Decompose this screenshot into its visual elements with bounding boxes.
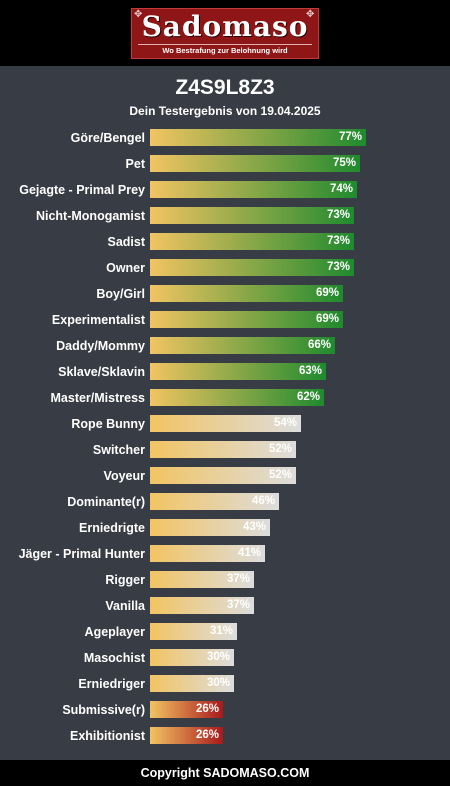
category-label: Submissive(r) bbox=[62, 703, 145, 717]
category-label: Master/Mistress bbox=[50, 391, 146, 405]
category-label: Vanilla bbox=[105, 599, 145, 613]
bar-value-label: 75% bbox=[332, 157, 356, 169]
category-label: Boy/Girl bbox=[96, 287, 145, 301]
result-bar bbox=[150, 337, 335, 354]
bar-value-label: 69% bbox=[315, 287, 339, 299]
result-bar bbox=[150, 155, 360, 172]
bar-value-label: 66% bbox=[307, 339, 331, 351]
bar-value-label: 74% bbox=[329, 183, 353, 195]
bar-value-label: 73% bbox=[326, 209, 350, 221]
bar-value-label: 31% bbox=[209, 625, 233, 637]
bar-value-label: 52% bbox=[268, 443, 292, 455]
bar-value-label: 69% bbox=[315, 313, 339, 325]
ornament-icon: ✥ bbox=[306, 9, 315, 20]
category-label: Erniedriger bbox=[78, 677, 145, 691]
bar-value-label: 26% bbox=[195, 703, 219, 715]
category-label: Nicht-Monogamist bbox=[35, 209, 145, 223]
result-bar bbox=[150, 207, 354, 224]
category-label: Sklave/Sklavin bbox=[58, 365, 145, 379]
bar-value-label: 63% bbox=[298, 365, 322, 377]
result-bar bbox=[150, 441, 296, 458]
logo-tagline: Wo Bestrafung zur Belohnung wird bbox=[138, 44, 312, 57]
bar-value-label: 77% bbox=[338, 131, 362, 143]
category-label: Erniedrigte bbox=[79, 521, 145, 535]
logo-title: Sadomaso bbox=[141, 10, 309, 43]
result-bar bbox=[150, 233, 354, 250]
header: ✥ ✥ Sadomaso Wo Bestrafung zur Belohnung… bbox=[0, 0, 450, 66]
result-bar bbox=[150, 415, 301, 432]
category-label: Sadist bbox=[107, 235, 145, 249]
result-bar bbox=[150, 129, 366, 146]
result-bar bbox=[150, 363, 326, 380]
bar-value-label: 37% bbox=[226, 599, 250, 611]
bar-value-label: 62% bbox=[296, 391, 320, 403]
category-label: Pet bbox=[125, 157, 145, 171]
result-bar bbox=[150, 649, 234, 666]
result-bar bbox=[150, 493, 279, 510]
bar-value-label: 30% bbox=[206, 651, 230, 663]
category-label: Switcher bbox=[92, 443, 145, 457]
bar-value-label: 73% bbox=[326, 235, 350, 247]
footer-copyright: Copyright SADOMASO.COM bbox=[0, 760, 450, 786]
category-label: Rope Bunny bbox=[71, 417, 145, 431]
result-bar bbox=[150, 389, 324, 406]
category-label: Göre/Bengel bbox=[70, 131, 145, 145]
bar-value-label: 41% bbox=[237, 547, 261, 559]
bar-value-label: 73% bbox=[326, 261, 350, 273]
bar-value-label: 52% bbox=[268, 469, 292, 481]
bar-value-label: 43% bbox=[242, 521, 266, 533]
result-bar bbox=[150, 181, 357, 198]
result-bar bbox=[150, 623, 237, 640]
category-label: Ageplayer bbox=[84, 625, 145, 639]
bar-value-label: 30% bbox=[206, 677, 230, 689]
bar-value-label: 46% bbox=[251, 495, 275, 507]
category-label: Experimentalist bbox=[51, 313, 145, 327]
result-bar bbox=[150, 597, 254, 614]
result-bar bbox=[150, 701, 223, 718]
result-bar bbox=[150, 311, 343, 328]
bar-value-label: 26% bbox=[195, 729, 219, 741]
category-label: Jäger - Primal Hunter bbox=[18, 547, 145, 561]
result-bar bbox=[150, 727, 223, 744]
result-bar bbox=[150, 259, 354, 276]
category-label: Masochist bbox=[83, 651, 145, 665]
category-label: Daddy/Mommy bbox=[56, 339, 145, 353]
bar-value-label: 37% bbox=[226, 573, 250, 585]
category-label: Owner bbox=[106, 261, 145, 275]
category-label: Gejagte - Primal Prey bbox=[19, 183, 145, 197]
bar-value-label: 54% bbox=[273, 417, 297, 429]
category-label: Voyeur bbox=[103, 469, 145, 483]
chart-subtitle: Dein Testergebnis von 19.04.2025 bbox=[129, 104, 321, 118]
category-label: Exhibitionist bbox=[70, 729, 145, 743]
category-label: Rigger bbox=[105, 573, 145, 587]
chart-title: Z4S9L8Z3 bbox=[175, 76, 275, 99]
ornament-icon: ✥ bbox=[134, 9, 143, 20]
result-bar bbox=[150, 285, 343, 302]
result-bar bbox=[150, 545, 265, 562]
result-bar bbox=[150, 675, 234, 692]
result-bar bbox=[150, 571, 254, 588]
category-label: Dominante(r) bbox=[67, 495, 145, 509]
result-bar bbox=[150, 467, 296, 484]
sadomaso-logo[interactable]: ✥ ✥ Sadomaso Wo Bestrafung zur Belohnung… bbox=[131, 8, 319, 59]
result-bar bbox=[150, 519, 270, 536]
